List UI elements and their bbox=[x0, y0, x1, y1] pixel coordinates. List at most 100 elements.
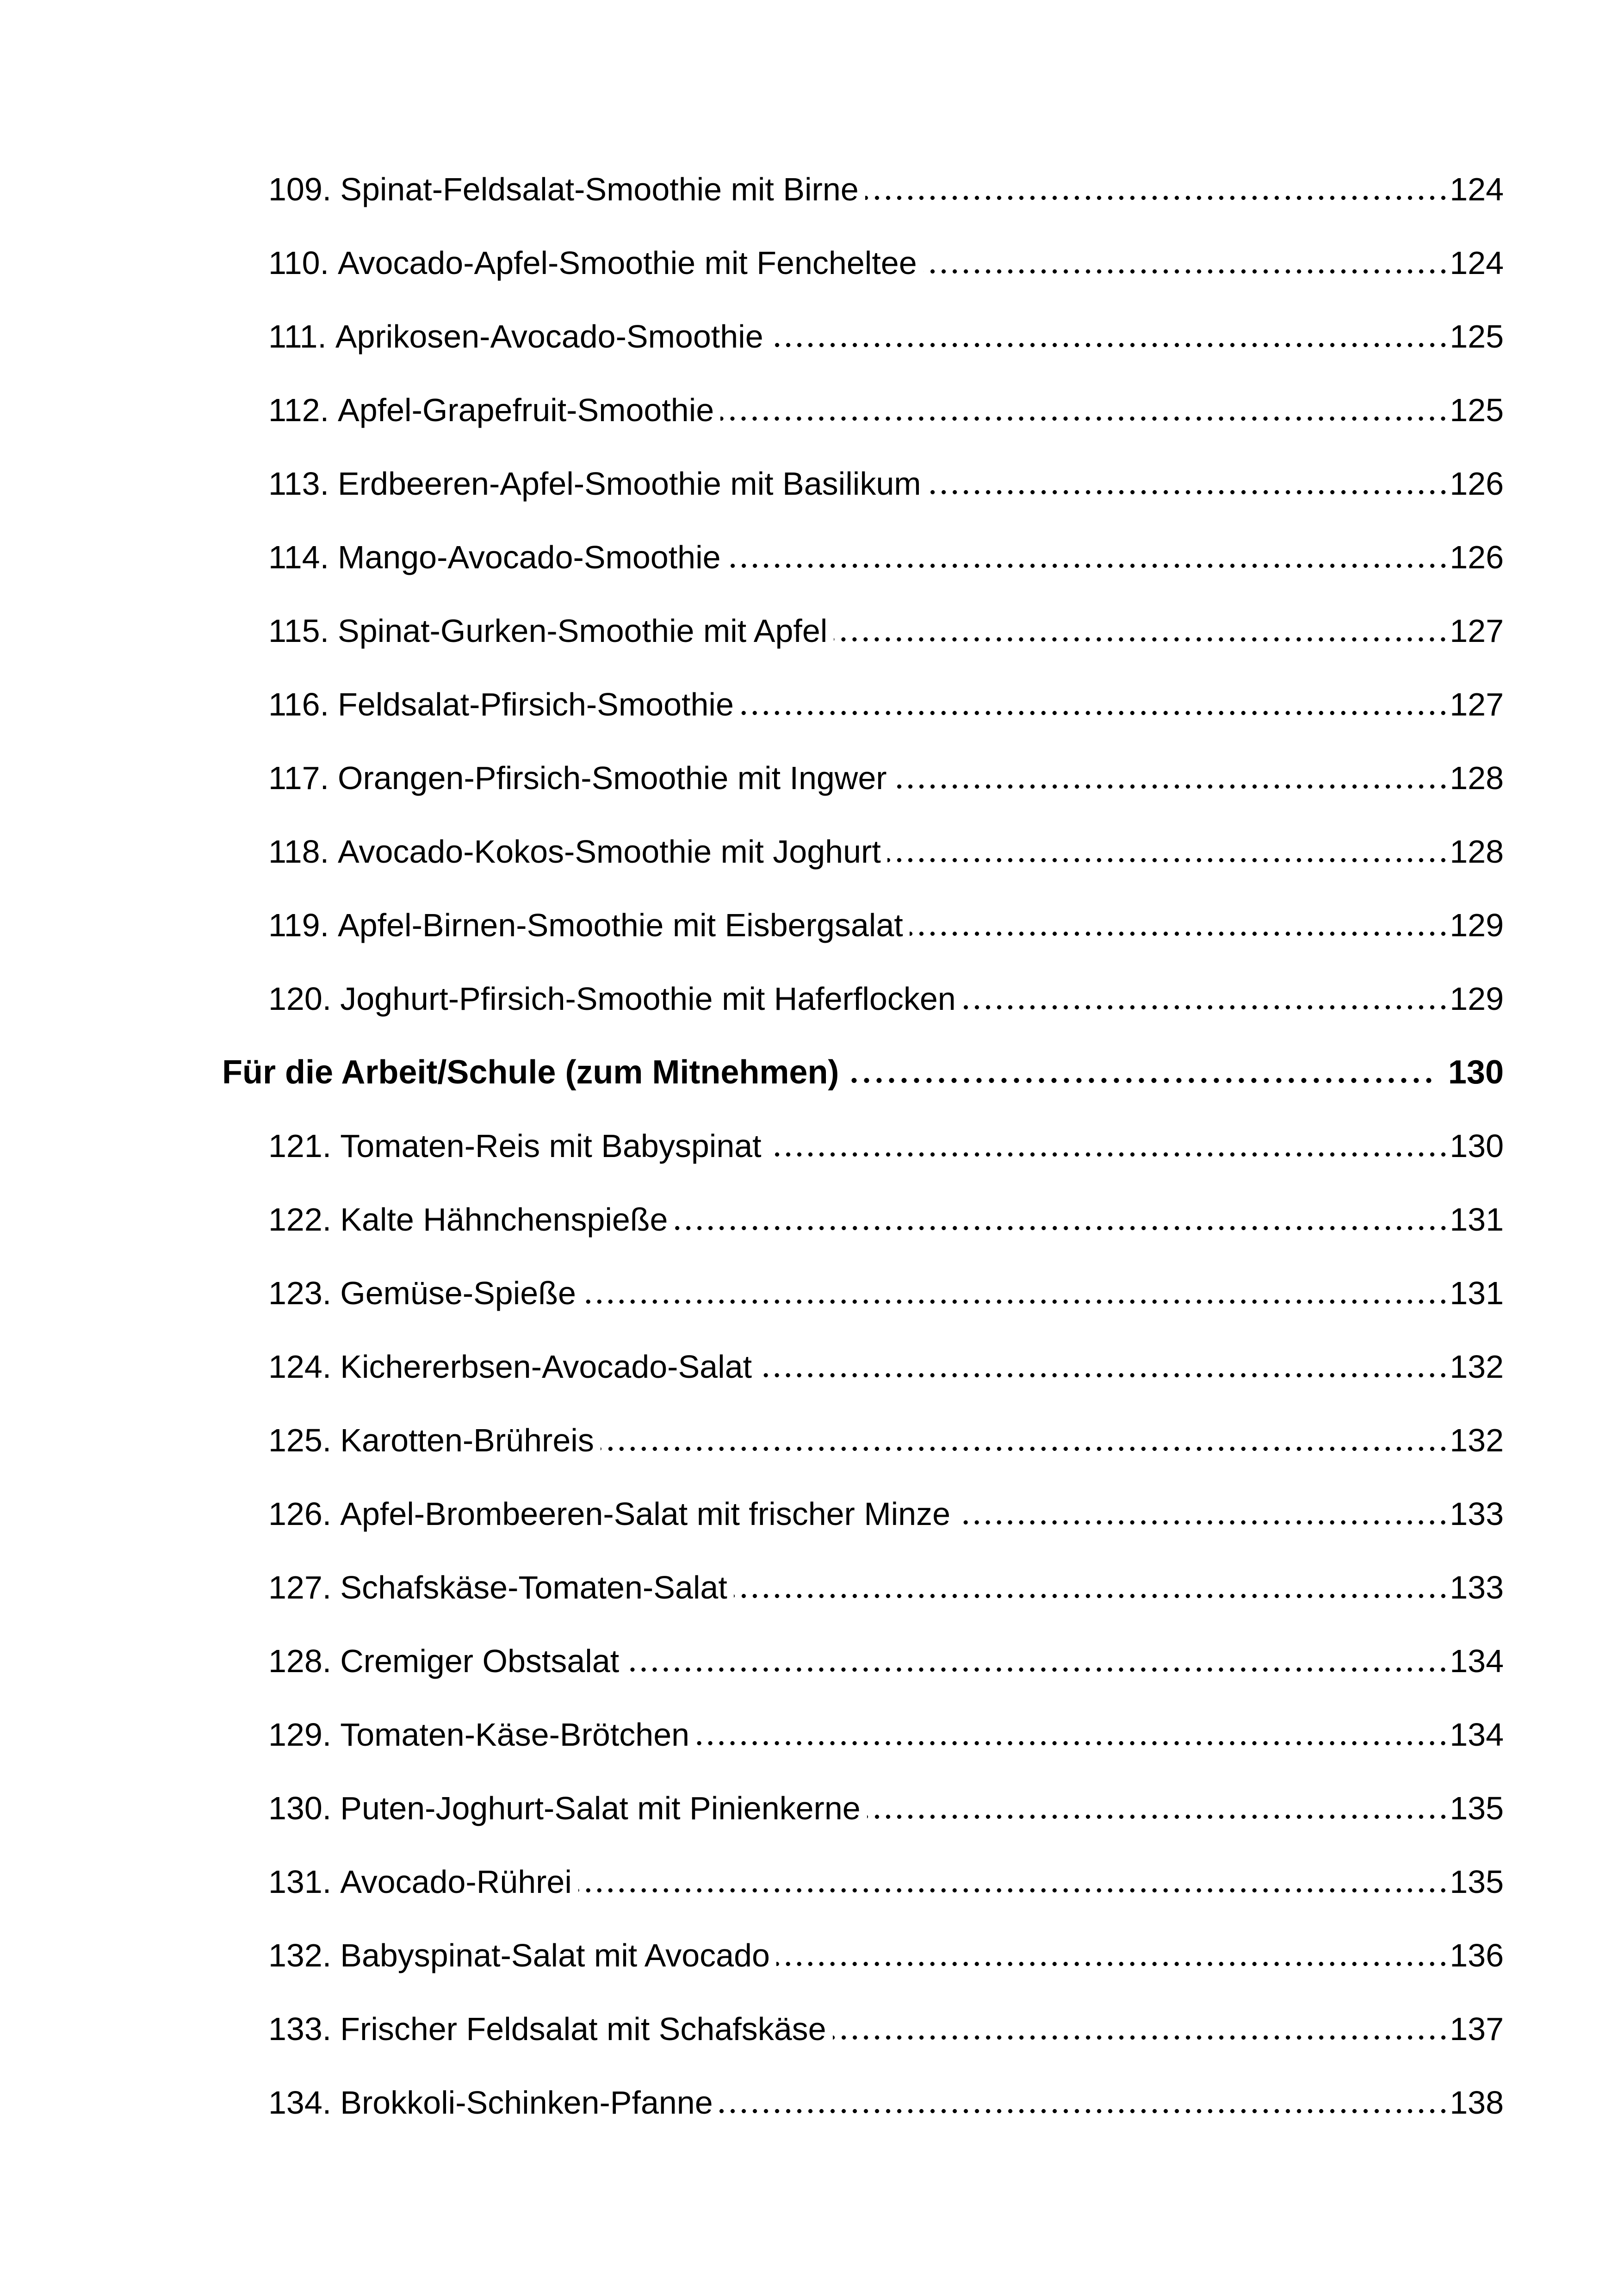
toc-entry-page-number: 124 bbox=[1450, 171, 1504, 207]
toc-entry-row[interactable]: 133. Frischer Feldsalat mit Schafskäse 1… bbox=[222, 1992, 1504, 2066]
toc-entry-number: 122. bbox=[268, 1201, 332, 1238]
toc-entry-page-number: 128 bbox=[1450, 834, 1504, 870]
toc-entry-page-number: 127 bbox=[1450, 613, 1504, 649]
toc-entry-page-number: 126 bbox=[1450, 539, 1504, 575]
toc-entry-number: 132. bbox=[268, 1937, 332, 1973]
toc-entry-row[interactable]: 113. Erdbeeren-Apfel-Smoothie mit Basili… bbox=[222, 447, 1504, 521]
toc-entry-row[interactable]: 123. Gemüse-Spieße 131 bbox=[222, 1257, 1504, 1330]
toc-entry-row[interactable]: 121. Tomaten-Reis mit Babyspinat 130 bbox=[222, 1109, 1504, 1183]
toc-entry-page-number: 132 bbox=[1450, 1422, 1504, 1458]
dot-leader bbox=[740, 710, 1449, 716]
toc-entry-row[interactable]: 128. Cremiger Obstsalat 134 bbox=[222, 1624, 1504, 1698]
toc-entry-number: 125. bbox=[268, 1422, 332, 1458]
toc-entry-number: 126. bbox=[268, 1496, 332, 1532]
toc-entry-number: 111. bbox=[268, 318, 327, 355]
dot-leader bbox=[720, 416, 1449, 421]
dot-leader bbox=[887, 858, 1449, 863]
toc-entry-number: 131. bbox=[268, 1864, 332, 1900]
toc-entry-title: Kalte Hähnchenspieße bbox=[340, 1201, 668, 1238]
toc-entry-number: 129. bbox=[268, 1717, 332, 1753]
toc-entry-row[interactable]: 122. Kalte Hähnchenspieße 131 bbox=[222, 1183, 1504, 1257]
toc-entry-number: 124. bbox=[268, 1349, 332, 1385]
toc-entry-row[interactable]: 131. Avocado-Rührei 135 bbox=[222, 1845, 1504, 1919]
toc-entry-number: 123. bbox=[268, 1275, 332, 1311]
dot-leader bbox=[776, 1961, 1449, 1966]
toc-entry-title: Orangen-Pfirsich-Smoothie mit Ingwer bbox=[338, 760, 887, 796]
toc-section-title: Für die Arbeit/Schule (zum Mitnehmen) bbox=[222, 1054, 839, 1091]
dot-leader bbox=[600, 1446, 1449, 1451]
toc-entry-page-number: 126 bbox=[1450, 466, 1504, 502]
toc-entry-title: Joghurt-Pfirsich-Smoothie mit Haferflock… bbox=[340, 981, 956, 1017]
dot-leader bbox=[846, 1077, 1435, 1083]
dot-leader bbox=[626, 1667, 1449, 1672]
toc-entry-page-number: 133 bbox=[1450, 1569, 1504, 1605]
dot-leader bbox=[582, 1299, 1449, 1304]
toc-entry-number: 118. bbox=[268, 834, 329, 870]
toc-entry-row[interactable]: 110. Avocado-Apfel-Smoothie mit Fenchelt… bbox=[222, 226, 1504, 300]
toc-entry-title: Kichererbsen-Avocado-Salat bbox=[340, 1349, 752, 1385]
toc-entry-page-number: 131 bbox=[1450, 1201, 1504, 1238]
toc-entry-title: Aprikosen-Avocado-Smoothie bbox=[335, 318, 763, 355]
toc-entry-row[interactable]: 109. Spinat-Feldsalat-Smoothie mit Birne… bbox=[222, 153, 1504, 226]
toc-entry-number: 128. bbox=[268, 1643, 332, 1679]
toc-entry-page-number: 134 bbox=[1450, 1643, 1504, 1679]
toc-entry-row[interactable]: 124. Kichererbsen-Avocado-Salat 132 bbox=[222, 1330, 1504, 1404]
toc-entry-row[interactable]: 134. Brokkoli-Schinken-Pfanne 138 bbox=[222, 2066, 1504, 2140]
toc-entry-row[interactable]: 129. Tomaten-Käse-Brötchen 134 bbox=[222, 1698, 1504, 1772]
toc-entry-page-number: 125 bbox=[1450, 392, 1504, 428]
toc-entry-page-number: 135 bbox=[1450, 1864, 1504, 1900]
toc-entry-page-number: 128 bbox=[1450, 760, 1504, 796]
toc-entry-row[interactable]: 130. Puten-Joghurt-Salat mit Pinienkerne… bbox=[222, 1772, 1504, 1845]
toc-entry-title: Babyspinat-Salat mit Avocado bbox=[340, 1937, 770, 1973]
toc-entry-title: Spinat-Gurken-Smoothie mit Apfel bbox=[338, 613, 828, 649]
dot-leader bbox=[962, 1005, 1449, 1010]
dot-leader bbox=[727, 563, 1449, 568]
toc-entry-title: Puten-Joghurt-Salat mit Pinienkerne bbox=[340, 1790, 861, 1826]
toc-entry-page-number: 129 bbox=[1450, 907, 1504, 943]
dot-leader bbox=[957, 1520, 1449, 1525]
toc-section-row[interactable]: Für die Arbeit/Schule (zum Mitnehmen) 13… bbox=[222, 1036, 1504, 1109]
toc-entry-row[interactable]: 127. Schafskäse-Tomaten-Salat 133 bbox=[222, 1551, 1504, 1624]
toc-entry-page-number: 136 bbox=[1450, 1937, 1504, 1973]
toc-entry-row[interactable]: 114. Mango-Avocado-Smoothie 126 bbox=[222, 521, 1504, 594]
toc-entry-number: 113. bbox=[268, 466, 329, 502]
toc-entry-number: 114. bbox=[268, 539, 329, 575]
toc-entry-number: 127. bbox=[268, 1569, 332, 1605]
dot-leader bbox=[733, 1593, 1449, 1599]
toc-entry-number: 115. bbox=[268, 613, 329, 649]
dot-leader bbox=[719, 2109, 1449, 2114]
toc-entry-number: 134. bbox=[268, 2084, 332, 2121]
toc-entry-title: Avocado-Kokos-Smoothie mit Joghurt bbox=[338, 834, 881, 870]
toc-entry-page-number: 130 bbox=[1450, 1128, 1504, 1164]
toc-entry-row[interactable]: 126. Apfel-Brombeeren-Salat mit frischer… bbox=[222, 1477, 1504, 1551]
toc-entry-number: 110. bbox=[268, 245, 329, 281]
dot-leader bbox=[758, 1373, 1449, 1378]
toc-entry-row[interactable]: 116. Feldsalat-Pfirsich-Smoothie 127 bbox=[222, 668, 1504, 741]
toc-entry-number: 133. bbox=[268, 2011, 332, 2047]
dot-leader bbox=[769, 342, 1449, 348]
toc-entry-row[interactable]: 120. Joghurt-Pfirsich-Smoothie mit Hafer… bbox=[222, 962, 1504, 1036]
toc-entry-page-number: 137 bbox=[1450, 2011, 1504, 2047]
toc-entry-page-number: 127 bbox=[1450, 686, 1504, 722]
toc-entry-row[interactable]: 117. Orangen-Pfirsich-Smoothie mit Ingwe… bbox=[222, 741, 1504, 815]
toc-entry-page-number: 138 bbox=[1450, 2084, 1504, 2121]
toc-entry-title: Gemüse-Spieße bbox=[340, 1275, 576, 1311]
dot-leader bbox=[923, 269, 1449, 274]
toc-entry-title: Cremiger Obstsalat bbox=[340, 1643, 620, 1679]
toc-entry-row[interactable]: 132. Babyspinat-Salat mit Avocado 136 bbox=[222, 1919, 1504, 1992]
toc-entry-row[interactable]: 118. Avocado-Kokos-Smoothie mit Joghurt … bbox=[222, 815, 1504, 889]
toc-entry-row[interactable]: 125. Karotten-Brühreis 132 bbox=[222, 1404, 1504, 1477]
toc-entry-number: 130. bbox=[268, 1790, 332, 1826]
toc-entry-page-number: 130 bbox=[1448, 1054, 1504, 1091]
toc-entry-title: Erdbeeren-Apfel-Smoothie mit Basilikum bbox=[338, 466, 921, 502]
toc-entry-row[interactable]: 115. Spinat-Gurken-Smoothie mit Apfel 12… bbox=[222, 594, 1504, 668]
toc-entry-title: Apfel-Brombeeren-Salat mit frischer Minz… bbox=[340, 1496, 951, 1532]
toc-entry-title: Schafskäse-Tomaten-Salat bbox=[340, 1569, 727, 1605]
toc-entry-row[interactable]: 112. Apfel-Grapefruit-Smoothie 125 bbox=[222, 373, 1504, 447]
toc-entry-title: Frischer Feldsalat mit Schafskäse bbox=[340, 2011, 826, 2047]
toc-entry-row[interactable]: 119. Apfel-Birnen-Smoothie mit Eisbergsa… bbox=[222, 889, 1504, 962]
toc-entry-page-number: 131 bbox=[1450, 1275, 1504, 1311]
toc-entry-number: 121. bbox=[268, 1128, 332, 1164]
toc-entry-row[interactable]: 111. Aprikosen-Avocado-Smoothie 125 bbox=[222, 300, 1504, 373]
toc-entry-title: Spinat-Feldsalat-Smoothie mit Birne bbox=[340, 171, 859, 207]
